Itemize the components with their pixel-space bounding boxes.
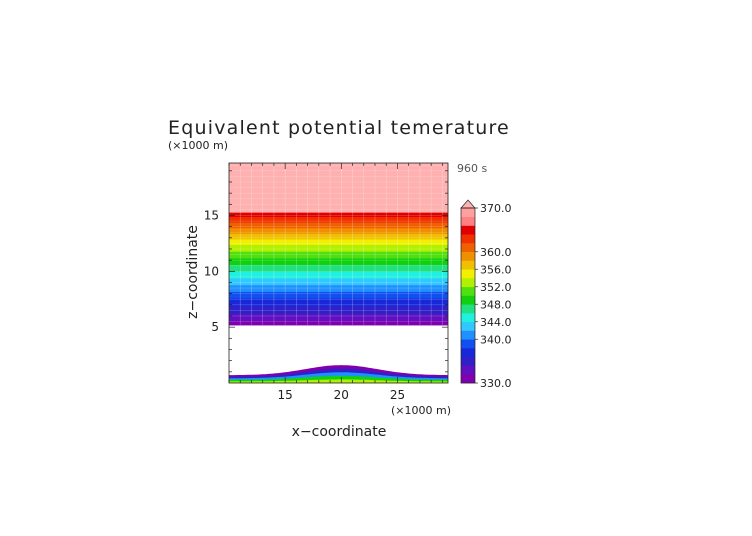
colorbar-bin xyxy=(461,278,475,288)
colorbar-tick-label: 360.0 xyxy=(480,246,512,259)
colorbar-bin xyxy=(461,251,475,261)
colorbar-bin xyxy=(461,374,475,384)
colorbar-bin xyxy=(461,286,475,296)
y-tick-label: 15 xyxy=(204,208,219,222)
x-tick-label: 20 xyxy=(334,388,349,402)
y-tick-label: 5 xyxy=(211,320,219,334)
band-2 xyxy=(229,305,448,315)
band-0 xyxy=(229,320,448,326)
colorbar-tick-label: 348.0 xyxy=(480,298,512,311)
y-tick-label: 10 xyxy=(204,264,219,278)
x-tick-label: 25 xyxy=(390,388,405,402)
x-tick-label: 15 xyxy=(278,388,293,402)
x-axis-label: x−coordinate xyxy=(292,424,387,440)
colorbar-bin xyxy=(461,295,475,305)
band-10 xyxy=(229,251,448,259)
colorbar-tick-label: 340.0 xyxy=(480,333,512,346)
band-12 xyxy=(229,238,448,246)
colorbar-bin xyxy=(461,260,475,270)
colorbar-bin xyxy=(461,208,475,218)
band-6 xyxy=(229,278,448,286)
band-11 xyxy=(229,244,448,252)
colorbar-bin xyxy=(461,216,475,226)
surface-layer-4 xyxy=(229,379,448,383)
band-15 xyxy=(229,222,448,229)
colorbar-bin xyxy=(461,356,475,366)
colorbar-tick-label: 370.0 xyxy=(480,202,512,215)
colorbar-tick-label: 356.0 xyxy=(480,263,512,276)
band-16 xyxy=(229,216,448,223)
colorbar-over-arrow xyxy=(460,199,476,209)
band-14 xyxy=(229,227,448,234)
colorbar-bin xyxy=(461,304,475,314)
colorbar-tick-label: 352.0 xyxy=(480,281,512,294)
band-3 xyxy=(229,298,448,307)
band-7 xyxy=(229,271,448,279)
band-5 xyxy=(229,284,448,292)
y-axis-unit: (×1000 m) xyxy=(168,139,228,152)
x-axis: 15 20 25 xyxy=(228,163,443,402)
colorbar-bin xyxy=(461,321,475,331)
time-label: 960 s xyxy=(457,162,487,175)
x-axis-unit: (×1000 m) xyxy=(391,404,451,417)
plot-layers xyxy=(229,163,448,383)
colorbar-bin xyxy=(461,348,475,358)
colorbar-bin xyxy=(461,313,475,323)
band-8 xyxy=(229,264,448,272)
colorbar-bin xyxy=(461,269,475,279)
colorbar-bin xyxy=(461,365,475,375)
colorbar-bin xyxy=(461,225,475,235)
colorbar: 330.0 340.0 344.0 348.0 352.0 356.0 360.0 370.0 xyxy=(460,199,512,390)
band-17 xyxy=(229,212,448,218)
band-13 xyxy=(229,233,448,240)
y-axis-label: z−coordinate xyxy=(185,225,201,319)
plot-frame xyxy=(228,162,449,384)
band-9 xyxy=(229,257,448,266)
chart-title: Equivalent potential temerature xyxy=(168,117,510,139)
colorbar-bin xyxy=(461,330,475,340)
band-18 xyxy=(229,163,448,213)
colorbar-bin xyxy=(461,234,475,244)
plot-grid xyxy=(228,163,448,325)
colorbar-tick-label: 330.0 xyxy=(480,377,512,390)
y-axis: 5 10 15 xyxy=(204,170,448,373)
colorbar-bin xyxy=(461,339,475,349)
band-1 xyxy=(229,313,448,321)
colorbar-frame xyxy=(460,207,476,384)
band-4 xyxy=(229,291,448,299)
colorbar-bin xyxy=(461,243,475,253)
colorbar-tick-label: 344.0 xyxy=(480,316,512,329)
